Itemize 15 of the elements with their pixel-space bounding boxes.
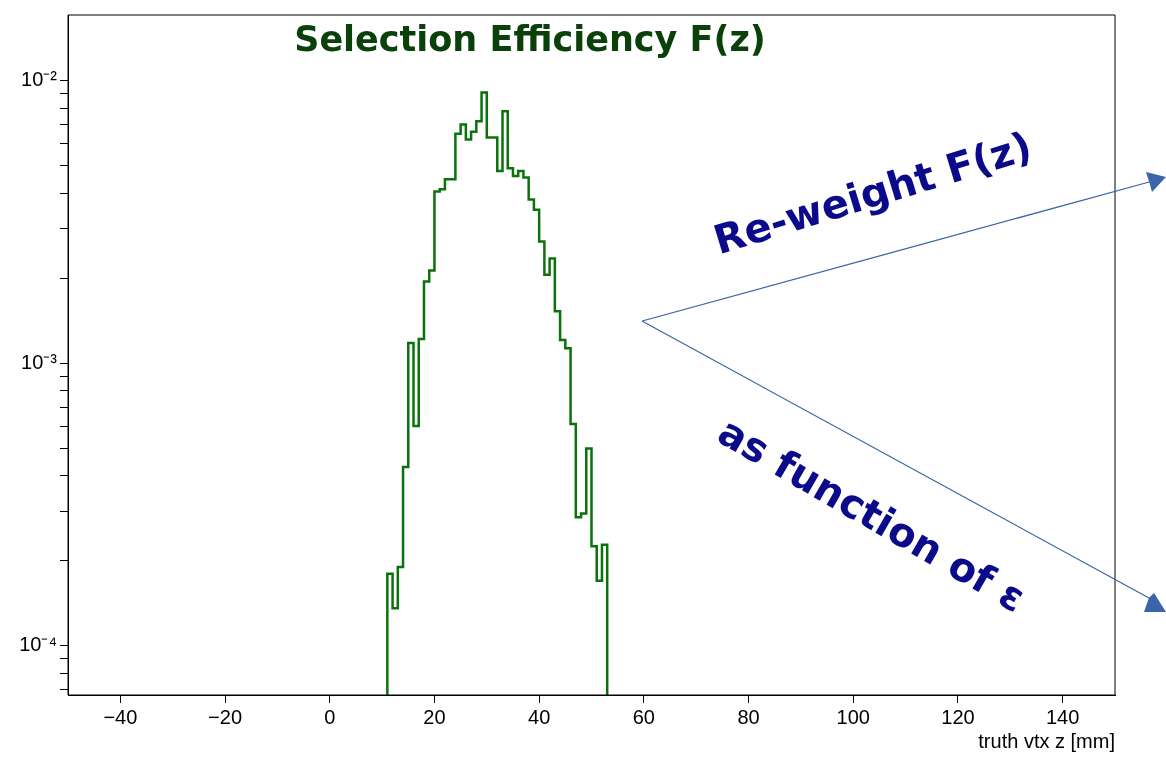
x-axis-title: truth vtx z [mm] <box>978 729 1115 752</box>
x-tick-label: 120 <box>941 705 975 728</box>
x-tick-label: 100 <box>836 705 870 728</box>
x-tick-label: 20 <box>423 705 446 728</box>
x-tick-label: −20 <box>208 705 243 728</box>
x-tick-label: 0 <box>324 705 336 728</box>
y-tick-label: 10⁻⁴ <box>19 633 57 656</box>
chart-title: Selection Efficiency F(z) <box>294 19 766 60</box>
x-tick-label: 80 <box>737 705 760 728</box>
y-tick-label: 10⁻² <box>21 68 58 91</box>
x-tick-label: 140 <box>1045 705 1080 728</box>
x-tick-label: 60 <box>632 705 655 728</box>
x-tick-label: 40 <box>528 705 551 728</box>
x-tick-label: −40 <box>103 705 138 728</box>
y-tick-label: 10⁻³ <box>21 350 58 373</box>
